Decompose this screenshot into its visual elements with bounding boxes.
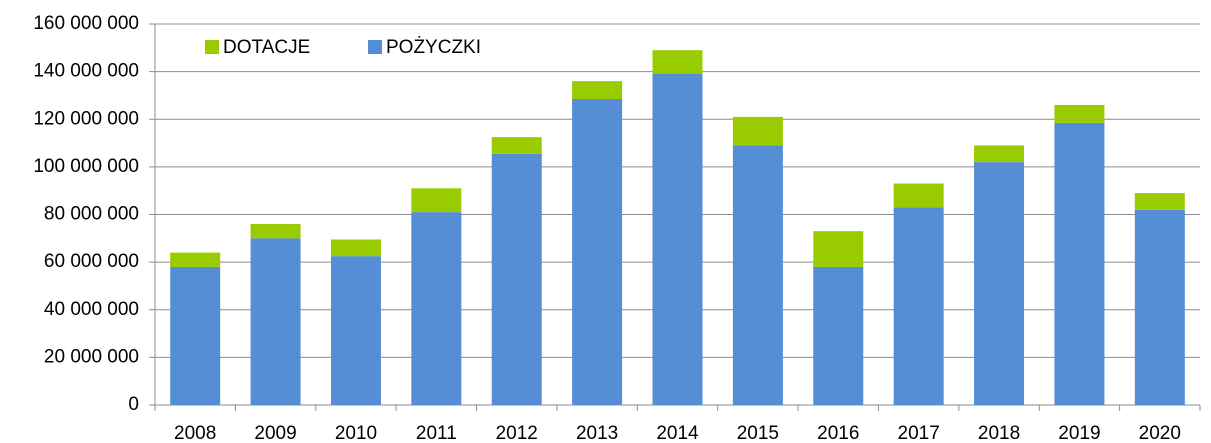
bar-segment [1134, 193, 1185, 210]
bar-segment [572, 99, 623, 406]
bar-segment [250, 224, 301, 239]
bar-segment [732, 145, 783, 405]
y-tick-label: 160 000 000 [33, 13, 139, 34]
y-tick-label: 60 000 000 [44, 251, 139, 272]
bar-segment [330, 256, 381, 405]
x-tick-label: 2015 [737, 423, 779, 443]
bar-segment [1054, 104, 1105, 123]
x-tick-label: 2019 [1058, 423, 1100, 443]
y-tick-label: 140 000 000 [33, 61, 139, 82]
x-tick-label: 2013 [576, 423, 618, 443]
bar-segment [974, 145, 1025, 163]
bar-segment [974, 162, 1025, 405]
bar-segment [491, 153, 542, 405]
y-tick-label: 120 000 000 [33, 108, 139, 129]
legend-label: POŻYCZKI [386, 37, 481, 58]
bar-segment [813, 266, 864, 405]
x-tick-label: 2011 [416, 423, 457, 443]
y-tick-label: 40 000 000 [44, 299, 139, 320]
x-tick-label: 2012 [496, 423, 538, 443]
bar-segment [1054, 122, 1105, 406]
bar-segment [652, 74, 703, 405]
x-tick-label: 2016 [817, 423, 859, 443]
bar-segment [652, 50, 703, 75]
bar-segment [813, 231, 864, 267]
bar-segment [491, 137, 542, 154]
bar-segment [250, 238, 301, 405]
y-tick-label: 0 [128, 394, 139, 415]
y-tick-label: 20 000 000 [44, 346, 139, 367]
x-tick-label: 2014 [656, 423, 699, 443]
bar-segment [1134, 209, 1185, 405]
bar-segment [572, 81, 623, 100]
x-tick-label: 2017 [898, 423, 940, 443]
x-tick-label: 2009 [254, 423, 296, 443]
legend-swatch [205, 40, 219, 54]
bar-segment [411, 212, 462, 405]
x-tick-label: 2010 [335, 423, 377, 443]
x-tick-label: 2018 [978, 423, 1020, 443]
bar-segment [893, 207, 944, 405]
bar-segment [411, 188, 462, 213]
bar-segment [330, 239, 381, 257]
y-tick-label: 80 000 000 [44, 204, 139, 225]
bar-segment [170, 252, 221, 267]
y-tick-label: 100 000 000 [33, 156, 139, 177]
bar-segment [170, 266, 221, 405]
x-tick-label: 2020 [1139, 423, 1181, 443]
bar-segment [732, 116, 783, 146]
bar-segment [893, 183, 944, 208]
legend-swatch [368, 40, 382, 54]
x-tick-label: 2008 [174, 423, 216, 443]
legend-label: DOTACJE [223, 37, 310, 58]
